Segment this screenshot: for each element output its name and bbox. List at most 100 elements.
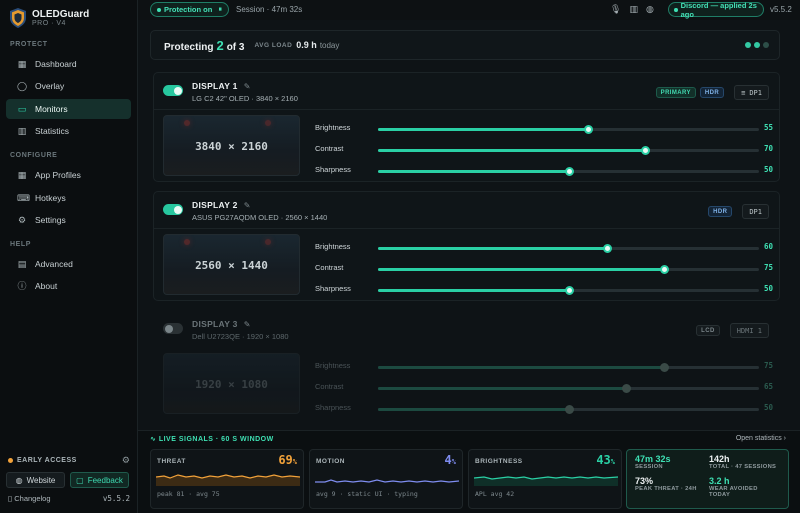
stat-label: WEAR AVOIDED — [709, 486, 758, 492]
protecting-text: Protecting 2 of 3 — [164, 38, 244, 53]
display-resolution: 2560 × 1440 — [285, 213, 328, 222]
slider-thumb[interactable] — [564, 405, 574, 414]
pencil-icon[interactable]: ✎ — [243, 82, 251, 91]
slider-track[interactable] — [378, 146, 759, 155]
preview-resolution: 2560 × 1440 — [195, 259, 268, 272]
mic-icon[interactable]: 🎙︎ — [610, 4, 622, 14]
sidebar-item-statistics[interactable]: ▥ Statistics — [6, 121, 131, 141]
sidebar-item-dashboard[interactable]: ▦ Dashboard — [6, 54, 131, 74]
primary-badge: PRIMARY — [655, 87, 696, 98]
contrast-slider[interactable]: Contrast 65 — [315, 382, 773, 394]
slider-track[interactable] — [378, 244, 759, 253]
display-toggle[interactable] — [163, 323, 183, 334]
preview-resolution: 1920 × 1080 — [195, 378, 268, 391]
early-access-row: EARLY ACCESS ⚙ — [8, 455, 130, 466]
preview-resolution: 3840 × 2160 — [195, 140, 268, 153]
sharpness-slider[interactable]: Sharpness 50 — [315, 403, 773, 415]
status-dot-icon — [763, 42, 769, 48]
stat-total: 142h TOTAL · 47 SESSIONS — [709, 454, 776, 470]
pencil-icon[interactable]: ✎ — [243, 201, 251, 210]
slider-track[interactable] — [378, 384, 759, 393]
display-preview: 1920 × 1080 — [163, 353, 300, 414]
slider-thumb[interactable] — [659, 265, 669, 274]
slider-track[interactable] — [378, 125, 759, 134]
display-resolution: 1920 × 1080 — [246, 332, 289, 341]
display-card-1: DISPLAY 1 ✎ LG C2 42" OLED · 3840 × 2160 … — [153, 72, 780, 182]
pencil-icon[interactable]: ✎ — [243, 320, 251, 329]
slider-fill — [378, 387, 626, 390]
grid-icon: ▦ — [17, 170, 27, 180]
slider-value: 75 — [763, 361, 773, 370]
display-header: DISPLAY 1 ✎ LG C2 42" OLED · 3840 × 2160 … — [154, 73, 779, 109]
early-access-label: EARLY ACCESS — [8, 457, 77, 464]
slider-track[interactable] — [378, 167, 759, 176]
protection-toggle-pill[interactable]: Protection on ⏸ — [150, 2, 229, 17]
slider-thumb[interactable] — [659, 363, 669, 372]
stat-value: 142h — [709, 454, 730, 464]
sidebar-item-app-profiles[interactable]: ▦ App Profiles — [6, 165, 131, 185]
port-select[interactable]: DP1 — [742, 204, 769, 219]
sidebar-item-about[interactable]: ⓘ About — [6, 276, 131, 296]
document-icon: ▤ — [17, 259, 27, 269]
display-model-text: LG C2 42" OLED — [192, 94, 250, 103]
slider-thumb[interactable] — [621, 384, 631, 393]
bar-chart-icon: ▥ — [17, 126, 27, 136]
bar-chart-icon[interactable]: ▥ — [629, 4, 638, 14]
slider-track[interactable] — [378, 363, 759, 372]
slider-label: Sharpness — [315, 403, 351, 412]
display-toggle[interactable] — [163, 85, 183, 96]
discord-status-pill[interactable]: Discord — applied 2s ago — [668, 1, 764, 19]
slider-label: Brightness — [315, 361, 351, 370]
slider-label: Brightness — [315, 123, 351, 132]
sidebar-item-label: Statistics — [35, 126, 70, 136]
display-body: 3840 × 2160 Brightness 55 Contrast 70 Sh… — [154, 109, 779, 176]
brightness-slider[interactable]: Brightness 60 — [315, 242, 773, 254]
slider-thumb[interactable] — [583, 125, 593, 134]
brightness-slider[interactable]: Brightness 55 — [315, 123, 773, 135]
open-statistics-link[interactable]: Open statistics › — [735, 435, 786, 442]
port-label: HDMI 1 — [736, 326, 762, 335]
feedback-button[interactable]: ▢ Feedback — [70, 472, 129, 488]
brightness-slider[interactable]: Brightness 75 — [315, 361, 773, 373]
pause-icon[interactable]: ⏸ — [218, 5, 223, 13]
sidebar-item-advanced[interactable]: ▤ Advanced — [6, 254, 131, 274]
port-select[interactable]: HDMI 1 — [729, 323, 769, 338]
sidebar-item-monitors[interactable]: ▭ Monitors — [6, 99, 131, 119]
website-button[interactable]: ◍ Website — [6, 472, 65, 488]
signal-unit: % — [451, 458, 456, 466]
slider-value: 75 — [763, 263, 773, 272]
slider-value: 60 — [763, 242, 773, 251]
lcd-badge: LCD — [696, 325, 720, 336]
sidebar-item-label: Hotkeys — [35, 193, 66, 203]
contrast-slider[interactable]: Contrast 75 — [315, 263, 773, 275]
slider-track[interactable] — [378, 265, 759, 274]
globe-icon[interactable]: ◍ — [645, 4, 654, 14]
slider-thumb[interactable] — [564, 286, 574, 295]
slider-track[interactable] — [378, 405, 759, 414]
contrast-slider[interactable]: Contrast 70 — [315, 144, 773, 156]
port-select[interactable]: ≡ DP1 — [734, 85, 769, 100]
display-toggle[interactable] — [163, 204, 183, 215]
gear-icon[interactable]: ⚙ — [121, 455, 130, 465]
display-model: LG C2 42" OLED · 3840 × 2160 — [192, 94, 298, 103]
slider-fill — [378, 128, 588, 131]
stat-peak-threat: 73% PEAK THREAT · 24H — [635, 476, 697, 492]
sidebar-item-settings[interactable]: ⚙ Settings — [6, 210, 131, 230]
slider-thumb[interactable] — [564, 167, 574, 176]
changelog-link[interactable]: ▯ Changelog — [8, 494, 51, 503]
sidebar-item-hotkeys[interactable]: ⌨ Hotkeys — [6, 188, 131, 208]
sidebar-item-label: Dashboard — [35, 59, 77, 69]
sharpness-slider[interactable]: Sharpness 50 — [315, 165, 773, 177]
slider-label: Sharpness — [315, 284, 351, 293]
sidebar-item-overlay[interactable]: ◯ Overlay — [6, 76, 131, 96]
sidebar-item-label: Settings — [35, 215, 66, 225]
slider-fill — [378, 408, 569, 411]
slider-thumb[interactable] — [602, 244, 612, 253]
display-title: DISPLAY 1 ✎ — [192, 81, 251, 91]
stat-wear-avoided: 3.2 h WEAR AVOIDED TODAY — [709, 476, 758, 498]
info-icon: ⓘ — [17, 281, 27, 291]
slider-track[interactable] — [378, 286, 759, 295]
feedback-label: Feedback — [87, 475, 123, 485]
slider-thumb[interactable] — [640, 146, 650, 155]
sharpness-slider[interactable]: Sharpness 50 — [315, 284, 773, 296]
